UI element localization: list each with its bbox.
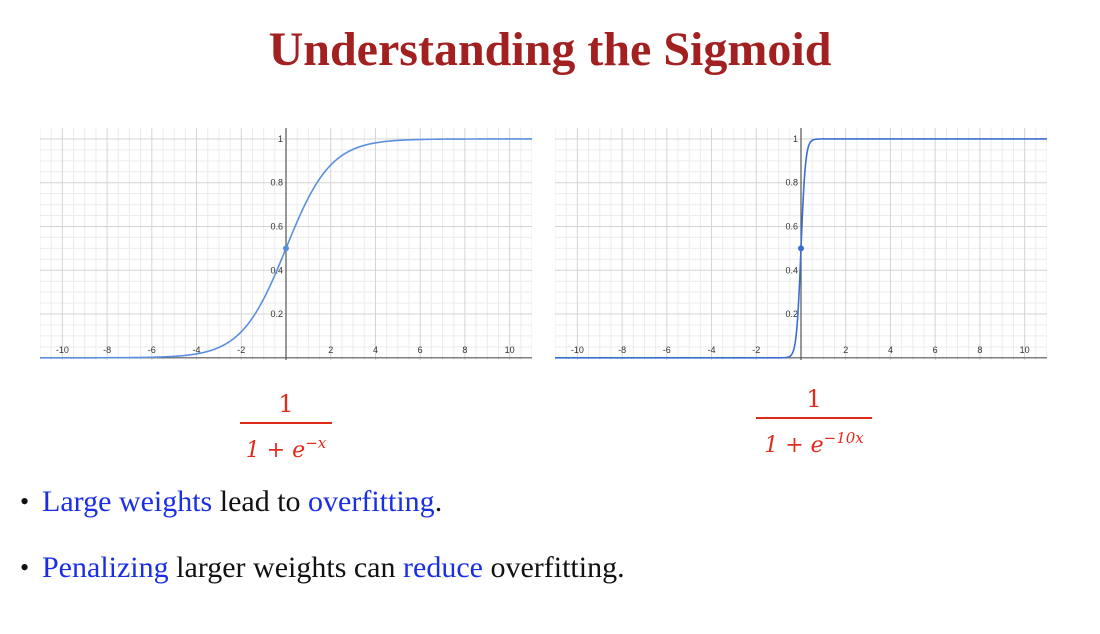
- y-tick-label: 0.8: [785, 178, 798, 188]
- y-tick-label: 0.8: [270, 178, 283, 188]
- x-tick-label: -4: [708, 345, 716, 355]
- x-tick-label: -6: [148, 345, 156, 355]
- y-tick-label: 0.6: [270, 221, 283, 231]
- formula-numerator: 1: [806, 385, 822, 413]
- bullet-text-highlight: overfitting: [308, 485, 435, 518]
- x-tick-label: -10: [56, 345, 69, 355]
- midpoint-marker: [798, 245, 804, 252]
- x-tick-label: 6: [418, 345, 423, 355]
- x-tick-label: -2: [752, 345, 760, 355]
- bullet-text-highlight: reduce: [403, 551, 483, 584]
- formula-denominator-base: 1 + e: [764, 433, 824, 458]
- x-tick-label: 4: [373, 345, 378, 355]
- formula-denominator: 1 + e−x: [240, 430, 332, 464]
- x-tick-label: -8: [618, 345, 626, 355]
- formula-exponent: −10x: [823, 429, 864, 447]
- slide-title: Understanding the Sigmoid: [268, 23, 832, 76]
- midpoint-marker: [283, 245, 289, 252]
- x-tick-label: 8: [977, 345, 982, 355]
- fraction-bar: [756, 417, 872, 419]
- y-tick-label: 0.6: [785, 221, 798, 231]
- x-tick-label: -4: [193, 345, 201, 355]
- bullet-text: overfitting.: [482, 551, 625, 584]
- fraction-bar: [240, 422, 332, 424]
- x-tick-label: 10: [1020, 345, 1030, 355]
- y-tick-label: 0.4: [785, 265, 798, 275]
- bullet-dot-icon: •: [20, 553, 30, 582]
- grid: [40, 128, 532, 360]
- x-tick-label: -6: [663, 345, 671, 355]
- y-tick-label: 0.2: [785, 309, 798, 319]
- bullet-text-highlight: Penalizing: [42, 551, 169, 584]
- bullet-list: • Large weights lead to overfitting. • P…: [20, 478, 625, 610]
- formula-numerator: 1: [278, 390, 294, 418]
- y-tick-label: 0.2: [270, 309, 283, 319]
- formula-denominator: 1 + e−10x: [756, 425, 872, 459]
- formula-sigmoid: 1 1 + e−x: [240, 390, 332, 464]
- x-tick-label: -2: [237, 345, 245, 355]
- sigmoid-chart-k1: -10 -8 -6 -4 -2 2 4 6 8 100.20.40.60.81: [40, 128, 532, 360]
- bullet-text: lead to: [212, 485, 309, 518]
- x-tick-label: 6: [933, 345, 938, 355]
- bullet-dot-icon: •: [20, 487, 30, 516]
- bullet-item: • Penalizing larger weights can reduce o…: [20, 544, 625, 610]
- x-tick-label: 10: [505, 345, 515, 355]
- bullet-item: • Large weights lead to overfitting.: [20, 478, 625, 544]
- bullet-text-highlight: Large weights: [42, 485, 213, 518]
- formula-denominator-base: 1 + e: [245, 438, 306, 463]
- y-tick-label: 1: [793, 134, 798, 144]
- formula-exponent: −x: [305, 434, 327, 452]
- formula-sigmoid-10x: 1 1 + e−10x: [756, 385, 872, 459]
- x-tick-label: 2: [843, 345, 848, 355]
- x-tick-label: 2: [328, 345, 333, 355]
- x-tick-label: 8: [462, 345, 467, 355]
- sigmoid-chart-k10: -10 -8 -6 -4 -2 2 4 6 8 10 0.2 0.4 0.6 0.8 1: [555, 128, 1047, 360]
- bullet-text: .: [434, 485, 443, 518]
- x-tick-label: -10: [571, 345, 584, 355]
- x-tick-label: -8: [103, 345, 111, 355]
- x-tick-label: 4: [888, 345, 893, 355]
- y-tick-label: 1: [278, 134, 283, 144]
- bullet-text: larger weights can: [168, 551, 404, 584]
